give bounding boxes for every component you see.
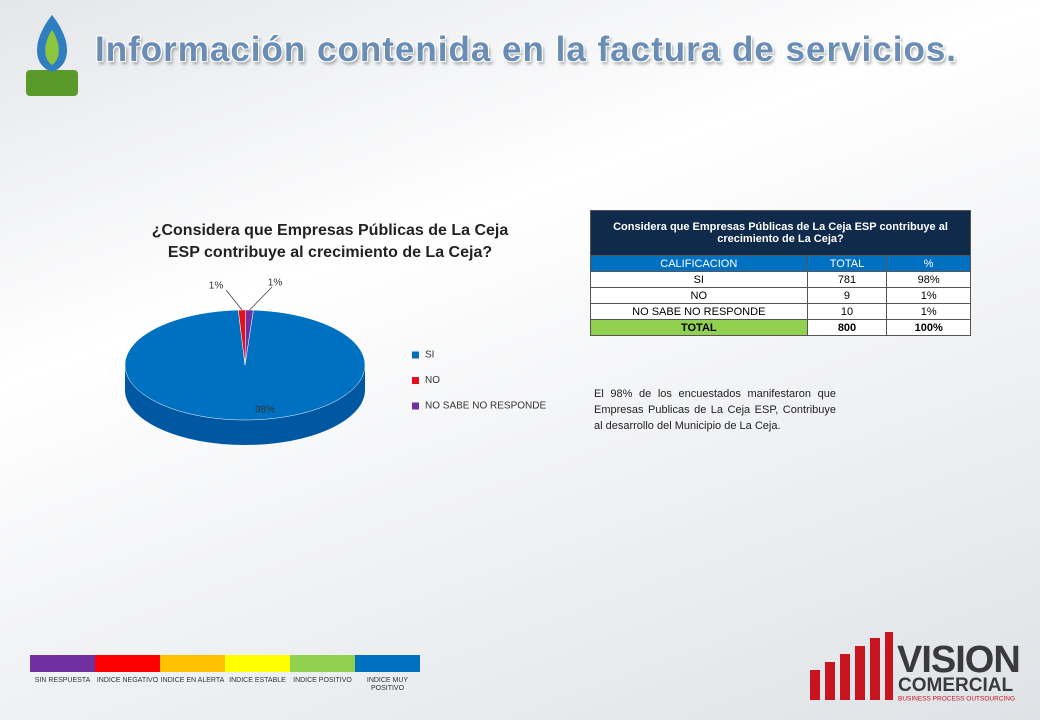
- scale-label: INDICE POSITIVO: [293, 677, 352, 684]
- table-row: NO 9 1%: [590, 287, 971, 304]
- table-cell: 781: [806, 271, 888, 288]
- table-total: 100%: [886, 319, 971, 336]
- scale-swatch: [290, 655, 355, 672]
- legend-swatch: [412, 351, 419, 359]
- scale-item: INDICE ESTABLE: [225, 655, 290, 693]
- legend-swatch: [412, 402, 419, 410]
- scale-swatch: [355, 655, 420, 672]
- table-cell: SI: [590, 271, 808, 288]
- leader-line: [225, 289, 243, 311]
- table-header: TOTAL: [806, 255, 888, 272]
- scale-item: INDICE MUY POSITIVO: [355, 655, 420, 693]
- table-cell: 1%: [886, 287, 971, 304]
- scale-swatch: [95, 655, 160, 672]
- scale-label: INDICE MUY POSITIVO: [366, 677, 409, 692]
- legend-label: SI: [425, 350, 434, 361]
- brand-tagline: BUSINESS PROCESS OUTSOURCING: [898, 696, 1015, 703]
- pie-chart: 98% SI 1% NO 1% NO SABE NO RESPONDE: [124, 278, 546, 445]
- scale-label: INDICE ESTABLE: [229, 677, 286, 684]
- brand-name: VISION: [897, 639, 1020, 681]
- data-label: 1%: [268, 278, 283, 289]
- scale-item: INDICE POSITIVO: [290, 655, 355, 693]
- scale-swatch: [225, 655, 290, 672]
- color-scale: SIN RESPUESTA INDICE NEGATIVO INDICE EN AL…: [30, 655, 420, 693]
- table-cell: 9: [806, 287, 888, 304]
- logo: [26, 15, 78, 96]
- summary-text: El 98% de los encuestados manifestaron q…: [594, 388, 836, 432]
- scale-label: INDICE NEGATIVO: [96, 677, 159, 684]
- scale-swatch: [30, 655, 95, 672]
- leader-line: [249, 286, 273, 311]
- scale-item: INDICE NEGATIVO: [95, 655, 160, 693]
- brand-logo: VISION COMERCIAL BUSINESS PROCESS OUTSOU…: [810, 632, 1020, 703]
- legend-swatch: [412, 377, 419, 384]
- table-row: NO SABE NO RESPONDE 10 1%: [590, 303, 971, 320]
- data-table: Considera que Empresas Públicas de La Ce…: [590, 210, 971, 336]
- table-row: SI 781 98%: [590, 271, 971, 288]
- table-cell: 10: [806, 303, 888, 320]
- scale-label: INDICE EN ALERTA: [160, 677, 225, 684]
- table-total: 800: [806, 319, 888, 336]
- table-cell: NO SABE NO RESPONDE: [590, 303, 808, 320]
- heading: Información contenida en la factura de s…: [95, 30, 958, 69]
- data-label: 1%: [209, 281, 224, 292]
- pie-slice: [124, 309, 366, 421]
- table-title: Considera que Empresas Públicas de La Ce…: [590, 210, 971, 256]
- table-header: CALIFICACION: [590, 255, 808, 272]
- scale-swatch: [160, 655, 225, 672]
- table-total: TOTAL: [590, 319, 808, 336]
- chart-title: ¿Considera que Empresas Públicas de La C…: [151, 222, 509, 261]
- table-cell: 1%: [886, 303, 971, 320]
- table-header: %: [886, 255, 971, 272]
- table-cell: NO: [590, 287, 808, 304]
- data-label: 98%: [255, 405, 275, 416]
- scale-item: SIN RESPUESTA: [30, 655, 95, 693]
- table-cell: 98%: [886, 271, 971, 288]
- scale-item: INDICE EN ALERTA: [160, 655, 225, 693]
- scale-label: SIN RESPUESTA: [34, 677, 91, 684]
- legend-label: NO SABE NO RESPONDE: [425, 401, 546, 412]
- legend-label: NO: [425, 375, 440, 386]
- brand-sub: COMERCIAL: [898, 675, 1013, 696]
